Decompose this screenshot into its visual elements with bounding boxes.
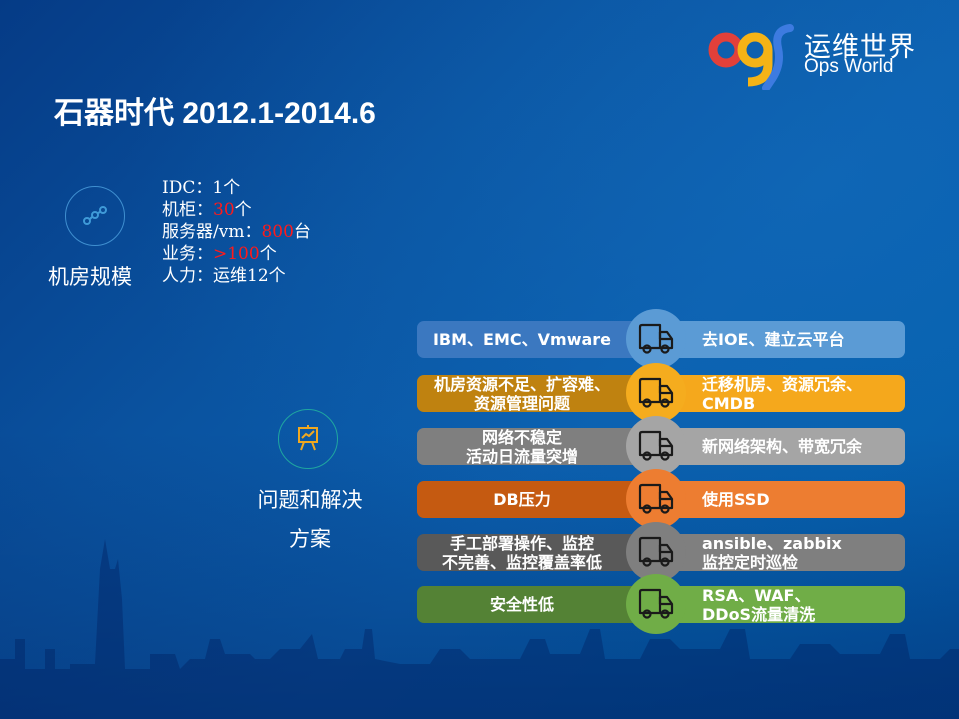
scale-section-label: 机房规模 (48, 265, 132, 289)
presentation-chart-icon (297, 424, 318, 450)
scale-stats: IDC：1个 机柜：30个 服务器/vm：800台 业务：>100个 人力：运维… (162, 177, 311, 287)
brand-name-cn: 运维世界 (804, 32, 916, 63)
solution-bar: RSA、WAF、 DDoS流量清洗 (650, 586, 905, 624)
truck-hub (626, 363, 686, 423)
problem-bar: 机房资源不足、扩容难、 资源管理问题 (417, 375, 657, 413)
truck-icon (638, 430, 674, 461)
problem-bar: 安全性低 (417, 586, 657, 623)
truck-hub (626, 522, 686, 582)
problem-bar: DB压力 (417, 481, 657, 518)
stat-staff: 人力：运维12个 (162, 266, 286, 286)
stat-idc: IDC：1个 (162, 178, 241, 198)
problem-bar: IBM、EMC、Vmware (417, 321, 657, 358)
brand-name-en: Ops World (804, 56, 894, 77)
solution-bar: ansible、zabbix 监控定时巡检 (650, 534, 905, 572)
truck-icon (638, 377, 674, 408)
truck-icon (638, 588, 674, 619)
scale-icon-circle (65, 186, 125, 246)
solution-bar: 去IOE、建立云平台 (650, 321, 905, 358)
stat-cabinets: 机柜：30个 (162, 200, 252, 220)
problem-bar: 网络不稳定 活动日流量突增 (417, 428, 657, 466)
city-skyline-background (0, 539, 959, 719)
stat-servers: 服务器/vm：800台 (162, 222, 311, 242)
truck-hub (626, 574, 686, 634)
problem-bar: 手工部署操作、监控 不完善、监控覆盖率低 (417, 534, 657, 572)
problem-icon-circle (278, 409, 338, 469)
route-nodes-icon (82, 205, 107, 225)
truck-icon (638, 536, 674, 567)
page-title: 石器时代 2012.1-2014.6 (54, 97, 376, 130)
truck-hub (626, 416, 686, 476)
stat-business: 业务：>100个 (162, 244, 277, 264)
ops-logo-mark-icon (708, 24, 794, 92)
truck-hub (626, 469, 686, 529)
solution-bar: 使用SSD (650, 481, 905, 518)
truck-hub (626, 309, 686, 369)
solution-bar: 新网络架构、带宽冗余 (650, 428, 905, 465)
brand-logo: 运维世界 Ops World (708, 20, 928, 92)
solution-bar: 迁移机房、资源冗余、 CMDB (650, 375, 905, 413)
truck-icon (638, 483, 674, 514)
problem-section-label: 问题和解决 方案 (257, 488, 363, 551)
truck-icon (638, 323, 674, 354)
